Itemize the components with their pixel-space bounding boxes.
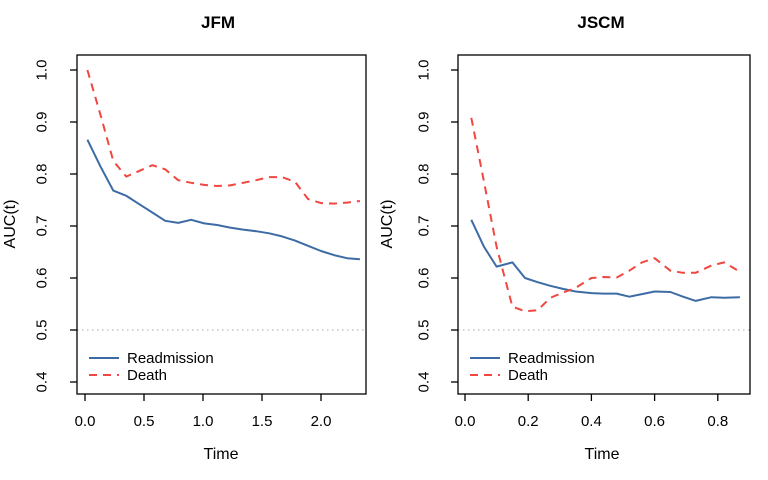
jfm-y-axis: 0.4 0.5 0.6 0.7 0.8 0.9 1.0 [34,60,77,393]
jscm-x-axis-label: Time [584,446,620,463]
jfm-y-tick-label: 0.5 [34,320,51,341]
jfm-y-axis-label: AUC(t) [2,199,19,249]
jscm-plot-box [457,54,751,395]
jscm-x-tick-label: 0.6 [644,413,665,430]
jfm-y-tick-label: 0.7 [34,216,51,237]
jfm-y-tick-label: 0.6 [34,268,51,289]
jfm-x-tick-label: 0.5 [134,413,155,430]
jscm-x-tick-label: 0.0 [455,413,476,430]
jscm-death-line [470,117,741,313]
jfm-readmission-line [86,139,360,261]
jscm-y-tick-label: 0.9 [416,112,433,133]
jscm-y-tick-label: 0.8 [416,164,433,185]
panel-jscm: 0.0 0.2 0.4 0.6 0.8 0.4 0.5 0.6 0.7 0.8 0.9 1.0 Read… [416,54,751,430]
jfm-x-axis-label: Time [203,446,239,463]
jscm-y-axis: 0.4 0.5 0.6 0.7 0.8 0.9 1.0 [416,60,458,393]
jfm-death-line [86,69,361,205]
jfm-x-tick-label: 1.0 [193,413,214,430]
jscm-legend-readmission-label: Readmission [508,350,595,367]
jscm-x-tick-label: 0.8 [707,413,728,430]
jfm-title: JFM [201,13,235,32]
jfm-x-tick-label: 1.5 [252,413,273,430]
jscm-y-tick-label: 0.7 [416,216,433,237]
jfm-x-tick-label: 0.0 [75,413,96,430]
jscm-readmission-line [470,219,740,302]
jscm-legend-death-label: Death [508,367,548,384]
jscm-y-tick-label: 0.6 [416,268,433,289]
jfm-legend-death-label: Death [127,367,167,384]
jscm-x-tick-label: 0.2 [518,413,539,430]
jscm-y-tick-label: 0.5 [416,320,433,341]
jscm-x-axis: 0.0 0.2 0.4 0.6 0.8 [455,394,728,430]
jfm-y-tick-label: 1.0 [34,60,51,81]
jscm-y-axis-label: AUC(t) [379,199,396,249]
jscm-y-tick-label: 1.0 [416,60,433,81]
jscm-x-tick-label: 0.4 [581,413,602,430]
jfm-y-tick-label: 0.8 [34,164,51,185]
panel-jfm: 0.0 0.5 1.0 1.5 2.0 0.4 0.5 0.6 0.7 0.8 0.9 1.0 Read… [34,54,367,430]
jscm-y-tick-label: 0.4 [416,372,433,393]
jfm-y-tick-label: 0.4 [34,372,51,393]
jscm-title: JSCM [577,13,625,32]
jfm-y-tick-label: 0.9 [34,112,51,133]
jfm-x-axis: 0.0 0.5 1.0 1.5 2.0 [75,394,332,430]
jfm-x-tick-label: 2.0 [311,413,332,430]
jfm-plot-box [76,54,367,395]
jfm-legend-readmission-label: Readmission [127,350,214,367]
